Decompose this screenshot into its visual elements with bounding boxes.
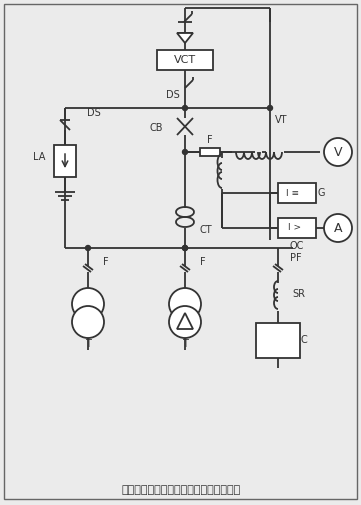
Bar [256, 323, 300, 358]
Circle shape [169, 288, 201, 320]
Circle shape [183, 245, 187, 250]
Text: C: C [301, 335, 307, 345]
Text: SR: SR [292, 289, 305, 299]
Circle shape [183, 149, 187, 155]
Bar [200, 148, 220, 156]
Bar [157, 50, 213, 70]
Text: G: G [317, 188, 325, 198]
Bar [54, 145, 76, 177]
Text: I ≡: I ≡ [287, 188, 300, 197]
Text: A: A [334, 222, 342, 234]
Text: DS: DS [166, 90, 180, 100]
Circle shape [183, 106, 187, 111]
Text: CT: CT [200, 225, 213, 235]
Text: CB: CB [149, 123, 163, 133]
Text: DS: DS [87, 108, 101, 118]
Text: F: F [207, 135, 213, 145]
Bar [278, 218, 316, 238]
Polygon shape [177, 313, 193, 329]
Circle shape [72, 288, 104, 320]
Text: V: V [334, 145, 342, 159]
Circle shape [324, 214, 352, 242]
Bar [278, 183, 316, 203]
Circle shape [324, 138, 352, 166]
Text: F: F [103, 257, 109, 267]
Circle shape [72, 306, 104, 338]
Text: VT: VT [275, 115, 287, 125]
Text: PF: PF [290, 253, 302, 263]
Text: F: F [200, 257, 206, 267]
Text: T: T [85, 339, 91, 349]
Text: 第７図　高圧受変電設備の単線結線図例: 第７図 高圧受変電設備の単線結線図例 [121, 485, 241, 495]
Text: VCT: VCT [174, 55, 196, 65]
Circle shape [183, 245, 187, 250]
Polygon shape [177, 33, 193, 43]
Text: T: T [182, 339, 188, 349]
Text: OC: OC [290, 241, 304, 251]
Circle shape [169, 306, 201, 338]
Text: I >: I > [288, 224, 301, 232]
Circle shape [268, 106, 273, 111]
Circle shape [86, 245, 91, 250]
Text: LA: LA [32, 152, 45, 162]
